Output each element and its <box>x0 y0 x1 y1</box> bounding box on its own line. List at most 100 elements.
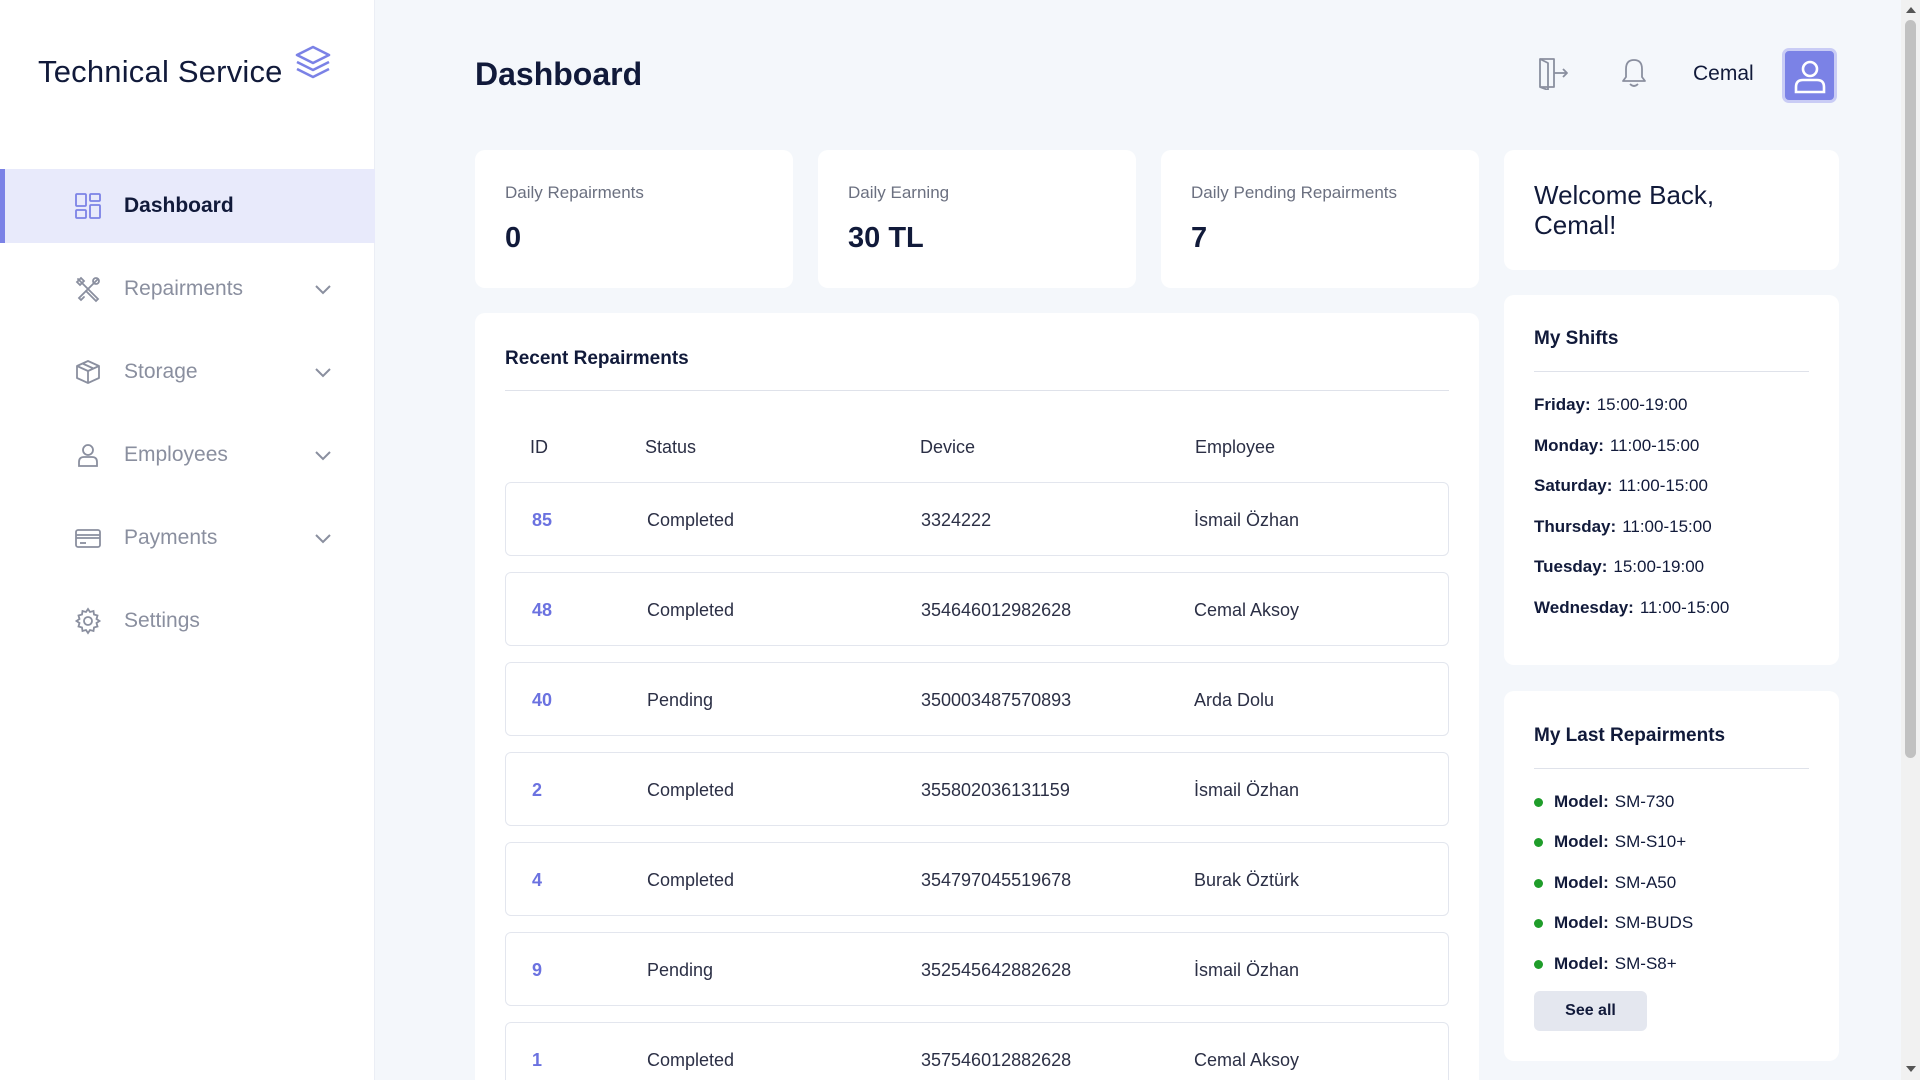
stat-card-daily-pending: Daily Pending Repairments 7 <box>1161 150 1479 288</box>
table-row[interactable]: 48 Completed 354646012982628 Cemal Aksoy <box>505 572 1449 646</box>
repair-id[interactable]: 40 <box>532 690 553 710</box>
card-icon <box>75 529 101 548</box>
list-item: Model: SM-S10+ <box>1534 832 1686 852</box>
page-scrollbar[interactable] <box>1901 0 1920 1080</box>
repair-device: 350003487570893 <box>921 690 1072 710</box>
stat-card-daily-repairments: Daily Repairments 0 <box>475 150 793 288</box>
table-row[interactable]: 1 Completed 357546012882628 Cemal Aksoy <box>505 1022 1449 1080</box>
shift-item: Wednesday: 11:00-15:00 <box>1534 598 1730 617</box>
repair-status: Pending <box>647 960 714 980</box>
repair-employee: İsmail Özhan <box>1194 960 1300 980</box>
repair-status: Completed <box>647 510 735 530</box>
repair-employee: Burak Öztürk <box>1194 870 1300 890</box>
repair-id[interactable]: 48 <box>532 600 553 620</box>
chevron-down-icon[interactable] <box>313 362 333 382</box>
shift-item: Tuesday: 15:00-19:00 <box>1534 557 1705 576</box>
column-header-id[interactable]: ID <box>530 437 548 457</box>
sidebar-item-label: Dashboard <box>124 194 234 217</box>
column-header-device[interactable]: Device <box>920 437 976 457</box>
shift-item: Saturday: 11:00-15:00 <box>1534 476 1708 495</box>
divider <box>1534 768 1809 769</box>
table-row[interactable]: 4 Completed 354797045519678 Burak Öztürk <box>505 842 1449 916</box>
user-name[interactable]: Cemal <box>1693 62 1754 85</box>
welcome-card: Welcome Back, Cemal! <box>1504 150 1839 270</box>
user-avatar-icon <box>1794 60 1825 93</box>
stat-value: 7 <box>1191 222 1208 254</box>
scroll-up-arrow[interactable] <box>1906 7 1916 13</box>
tools-icon <box>75 276 100 303</box>
repair-status: Completed <box>647 600 735 620</box>
repair-device: 357546012882628 <box>921 1050 1072 1070</box>
column-header-status[interactable]: Status <box>645 437 697 457</box>
sidebar-item-payments[interactable]: Payments <box>0 501 375 575</box>
shift-item: Thursday: 11:00-15:00 <box>1534 517 1712 536</box>
repair-device: 355802036131159 <box>921 780 1070 800</box>
column-header-employee[interactable]: Employee <box>1195 437 1276 457</box>
repair-status: Pending <box>647 690 714 710</box>
repair-status: Completed <box>647 870 735 890</box>
brand[interactable]: Technical Service <box>38 45 333 90</box>
table-row[interactable]: 85 Completed 3324222 İsmail Özhan <box>505 482 1449 556</box>
box-icon <box>76 360 100 384</box>
repair-employee: İsmail Özhan <box>1194 780 1300 800</box>
sidebar-item-label: Employees <box>124 443 228 466</box>
gear-icon <box>74 607 102 635</box>
section-title: My Shifts <box>1534 328 1619 349</box>
logout-icon[interactable] <box>1536 56 1570 90</box>
stat-value: 30 TL <box>848 222 924 254</box>
table-row[interactable]: 40 Pending 350003487570893 Arda Dolu <box>505 662 1449 736</box>
page-title: Dashboard <box>475 56 643 92</box>
repair-status: Completed <box>647 780 735 800</box>
table-row[interactable]: 2 Completed 355802036131159 İsmail Özhan <box>505 752 1449 826</box>
repair-status: Completed <box>647 1050 735 1070</box>
my-shifts-card: My Shifts Friday: 15:00-19:00 Monday: 11:0… <box>1504 295 1839 665</box>
repair-employee: Cemal Aksoy <box>1194 1050 1300 1070</box>
sidebar-item-label: Settings <box>124 609 200 632</box>
section-title: My Last Repairments <box>1534 725 1726 746</box>
sidebar-item-settings[interactable]: Settings <box>0 584 375 658</box>
scroll-down-arrow[interactable] <box>1906 1066 1916 1072</box>
my-last-repairments-card: My Last Repairments Model: SM-730 Model: S… <box>1504 691 1839 1061</box>
sidebar-item-repairments[interactable]: Repairments <box>0 252 375 326</box>
shift-item: Monday: 11:00-15:00 <box>1534 436 1700 455</box>
stat-card-daily-earning: Daily Earning 30 TL <box>818 150 1136 288</box>
brand-title: Technical Service <box>38 54 283 89</box>
list-item: Model: SM-A50 <box>1534 873 1676 893</box>
chevron-down-icon[interactable] <box>313 279 333 299</box>
scroll-thumb[interactable] <box>1905 20 1916 758</box>
repair-id[interactable]: 2 <box>532 780 543 800</box>
repair-device: 352545642882628 <box>921 960 1072 980</box>
sidebar-item-label: Repairments <box>124 277 244 300</box>
section-title: Recent Repairments <box>505 348 689 369</box>
sidebar-item-dashboard[interactable]: Dashboard <box>0 169 375 243</box>
repair-device: 3324222 <box>921 510 992 530</box>
sidebar-item-label: Payments <box>124 526 218 549</box>
sidebar-item-employees[interactable]: Employees <box>0 418 375 492</box>
list-item: Model: SM-730 <box>1534 792 1674 812</box>
sidebar-item-storage[interactable]: Storage <box>0 335 375 409</box>
repair-employee: Cemal Aksoy <box>1194 600 1300 620</box>
bell-icon[interactable] <box>1617 56 1651 90</box>
sidebar-nav: Dashboard Repairments Storage Employees <box>0 169 375 667</box>
sidebar-item-label: Storage <box>124 360 198 383</box>
repair-id[interactable]: 1 <box>532 1050 543 1070</box>
repair-id[interactable]: 9 <box>532 960 543 980</box>
sidebar: Technical Service Dashboard Repairments <box>0 0 375 1080</box>
see-all-button[interactable]: See all <box>1534 991 1647 1031</box>
chevron-down-icon[interactable] <box>313 445 333 465</box>
stat-label: Daily Repairments <box>505 183 644 202</box>
avatar[interactable] <box>1782 48 1837 103</box>
list-item: Model: SM-S8+ <box>1534 954 1677 974</box>
repair-employee: İsmail Özhan <box>1194 510 1300 530</box>
table-row[interactable]: 9 Pending 352545642882628 İsmail Özhan <box>505 932 1449 1006</box>
divider <box>505 390 1449 391</box>
layers-icon <box>295 45 330 79</box>
repair-device: 354646012982628 <box>921 600 1072 620</box>
repair-id[interactable]: 85 <box>532 510 553 530</box>
repair-id[interactable]: 4 <box>532 870 543 890</box>
chevron-down-icon[interactable] <box>313 528 333 548</box>
divider <box>1534 371 1809 372</box>
list-item: Model: SM-BUDS <box>1534 913 1693 933</box>
user-icon <box>78 444 98 467</box>
grid-icon <box>75 193 101 219</box>
